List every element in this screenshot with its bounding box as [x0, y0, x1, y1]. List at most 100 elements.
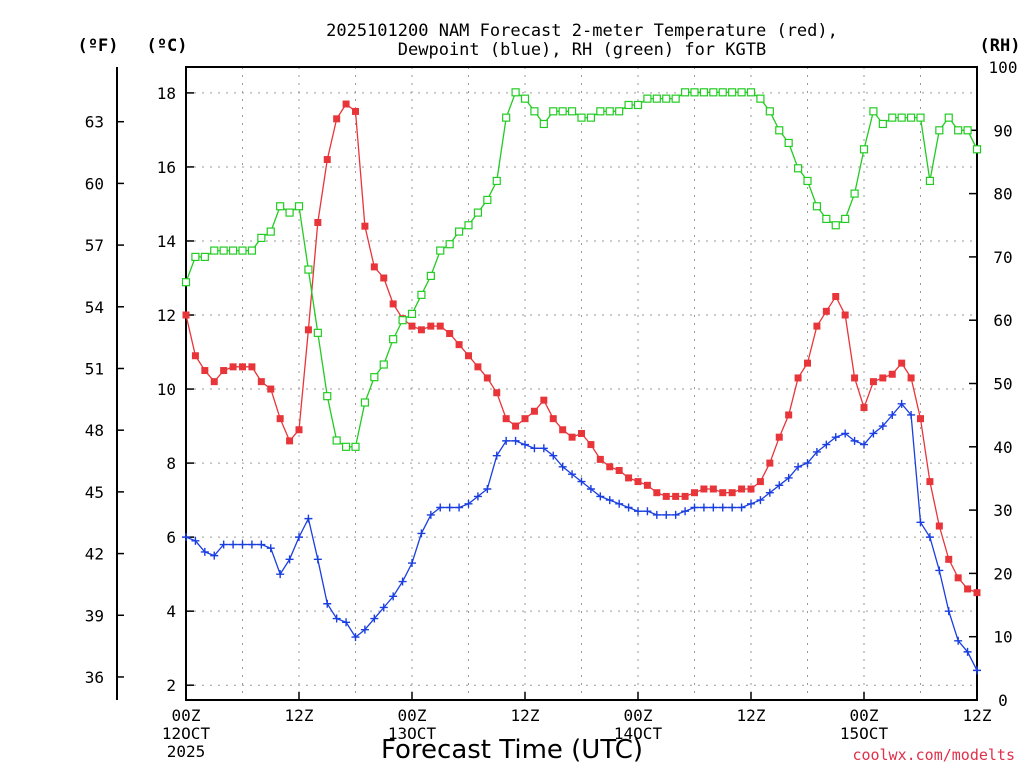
temperature-point — [474, 363, 482, 371]
temperature-point — [314, 218, 322, 226]
temperature-point — [427, 322, 435, 330]
x-tick-label: 00Z — [850, 706, 879, 725]
rh-point — [379, 360, 388, 369]
temperature-point — [869, 378, 877, 386]
dewpoint-point — [634, 507, 642, 516]
rh-point — [728, 88, 737, 97]
dewpoint-point — [577, 477, 586, 486]
celsius-tick-label: 6 — [166, 528, 176, 547]
dewpoint-point — [295, 533, 303, 542]
rh-point — [530, 107, 539, 116]
dewpoint-point — [436, 503, 445, 512]
dewpoint-point — [257, 540, 266, 549]
rh-point — [511, 88, 520, 97]
temperature-point — [945, 555, 953, 563]
temperature-point — [728, 489, 736, 497]
rh-point — [841, 214, 850, 224]
temperature-point — [417, 326, 425, 334]
rh-point — [737, 88, 746, 97]
temperature-point — [210, 378, 218, 386]
dewpoint-point — [831, 433, 840, 442]
temperature-point — [643, 481, 651, 489]
rh-point — [407, 309, 417, 318]
plot-frame — [185, 66, 978, 701]
rh-tick-label: 10 — [993, 628, 1012, 647]
temperature-point — [954, 574, 962, 582]
rh-tick-label: 20 — [993, 564, 1012, 583]
dewpoint-point — [681, 507, 690, 516]
temperature-point — [681, 492, 689, 500]
rh-point — [972, 145, 982, 154]
dewpoint-point — [408, 559, 416, 568]
dewpoint-point — [869, 429, 878, 438]
rh-point — [285, 208, 294, 217]
temperature-point — [634, 478, 642, 486]
dewpoint-point — [878, 422, 887, 431]
dewpoint-point — [558, 462, 567, 471]
grid-lines — [186, 67, 977, 700]
rh-point — [803, 176, 812, 186]
temperature-point — [493, 389, 501, 397]
temperature-point — [304, 326, 312, 334]
dewpoint-point — [332, 614, 341, 623]
temperature-point — [229, 363, 237, 371]
temperature-point — [182, 311, 190, 319]
rh-point — [360, 398, 370, 407]
rh-point — [652, 94, 661, 103]
temperature-point — [257, 378, 265, 386]
rh-tick-label: 90 — [993, 121, 1012, 140]
temperature-point — [785, 411, 793, 419]
temperature-point — [521, 415, 529, 423]
temperature-point — [220, 367, 228, 375]
temperature-point — [568, 433, 576, 441]
temperature-point — [436, 322, 444, 330]
fahrenheit-tick-label: 39 — [85, 606, 104, 625]
dewpoint-point — [841, 429, 850, 438]
x-tick-label: 12Z — [963, 706, 992, 725]
dewpoint-point — [285, 555, 294, 564]
dewpoint-point — [483, 485, 492, 493]
dewpoint-point — [568, 470, 577, 479]
rh-point — [756, 94, 765, 103]
dewpoint-point — [445, 503, 454, 512]
temperature-point — [935, 522, 943, 530]
rh-point — [888, 113, 897, 122]
rh-point — [822, 214, 831, 224]
rh-point — [916, 113, 925, 122]
data-series — [181, 88, 982, 675]
chart-title-line-1: 2025101200 NAM Forecast 2-meter Temperat… — [326, 21, 838, 41]
rh-point — [718, 88, 727, 97]
temperature-point — [596, 455, 604, 463]
rh-point — [746, 88, 756, 97]
rh-point — [775, 126, 784, 135]
dewpoint-point — [182, 533, 190, 542]
fahrenheit-tick-label: 36 — [85, 668, 104, 687]
rh-point — [765, 107, 774, 116]
fahrenheit-unit-label: (ºF) — [78, 36, 119, 56]
temperature-point — [286, 437, 294, 445]
rh-point — [558, 107, 567, 116]
temperature-point — [512, 422, 520, 430]
dewpoint-point — [247, 540, 256, 549]
rh-point — [859, 145, 869, 154]
dewpoint-point — [379, 603, 388, 612]
temperature-point — [361, 222, 369, 230]
dewpoint-point — [313, 555, 322, 564]
temperature-point — [860, 404, 868, 412]
dewpoint-point — [765, 488, 774, 497]
temperature-point — [267, 385, 275, 393]
dewpoint-point — [200, 547, 209, 556]
rh-point — [473, 208, 483, 217]
temperature-point — [587, 441, 595, 449]
rh-point — [897, 113, 906, 122]
dewpoint-point — [624, 503, 633, 512]
temperature-point — [370, 263, 378, 271]
temperature-point — [625, 474, 633, 482]
temperature-point — [917, 415, 924, 423]
dewpoint-point — [775, 481, 784, 490]
dewpoint-point — [455, 503, 464, 512]
fahrenheit-tick-label: 51 — [85, 359, 104, 378]
temperature-point — [766, 459, 774, 467]
dewpoint-point — [850, 436, 859, 445]
